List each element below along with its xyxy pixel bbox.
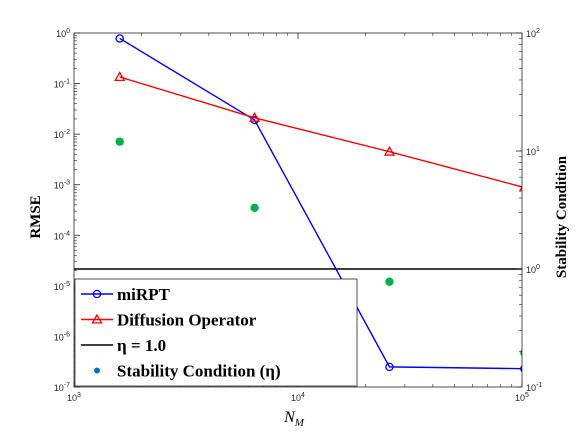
y-right-tick-label: 100: [526, 264, 540, 275]
legend-label-stability-condition: Stability Condition (η): [117, 362, 281, 381]
legend: miRPT Diffusion Operator η = 1.0 Stability …: [74, 278, 358, 387]
x-tick-label: 103: [67, 392, 81, 403]
series-line-mirpt: [119, 37, 522, 370]
legend-marker-stability-condition: [94, 367, 100, 374]
data-point-diffusion-operator: [383, 145, 396, 156]
y-left-tick-label: 10-6: [54, 331, 70, 342]
data-point-mirpt: [115, 34, 124, 43]
legend-marker-mirpt: [92, 289, 102, 299]
plot-area: [74, 34, 522, 373]
y-right-tick-label: 102: [526, 28, 540, 39]
y-left-tick-label: 10-4: [54, 230, 70, 241]
series-line-diffusion-operator: [119, 76, 522, 188]
legend-label-diffusion-operator: Diffusion Operator: [117, 311, 257, 330]
axes: 103 104 105 10-7 10-6 10-5 10-4 10-3 10-2 10-1 100…: [54, 28, 543, 403]
y-left-tick-label: 10-1: [54, 79, 70, 90]
legend-box: [74, 278, 358, 387]
y-left-tick-label: 10-7: [54, 382, 70, 393]
y-axis-left-title: RMSE: [28, 195, 44, 238]
y-left-tick-label: 10-3: [54, 180, 70, 191]
x-axis-title: NM: [283, 409, 305, 429]
series-group: [74, 34, 522, 373]
x-tick-label: 105: [515, 392, 529, 403]
legend-label-mirpt: miRPT: [117, 285, 171, 304]
legend-marker-diffusion-operator: [91, 313, 103, 324]
legend-label-1-0: η = 1.0: [117, 336, 166, 355]
data-point-stability-condition: [250, 203, 259, 213]
y-left-tick-label: 10-2: [54, 129, 70, 140]
data-point-mirpt: [385, 362, 394, 372]
y-left-tick-label: 100: [56, 28, 70, 39]
data-point-stability-condition: [115, 137, 124, 146]
y-axis-right-title: Stability Condition: [554, 155, 570, 278]
data-point-diffusion-operator: [114, 71, 126, 82]
data-point-mirpt: [520, 365, 522, 373]
y-left-tick-label: 10-5: [54, 281, 70, 292]
data-point-stability-condition: [385, 277, 394, 286]
y-right-tick-label: 101: [526, 146, 540, 157]
data-point-stability-condition: [520, 349, 522, 357]
x-tick-label: 104: [291, 392, 305, 403]
data-point-diffusion-operator: [248, 112, 261, 122]
y-right-tick-label: 10-1: [526, 382, 542, 393]
